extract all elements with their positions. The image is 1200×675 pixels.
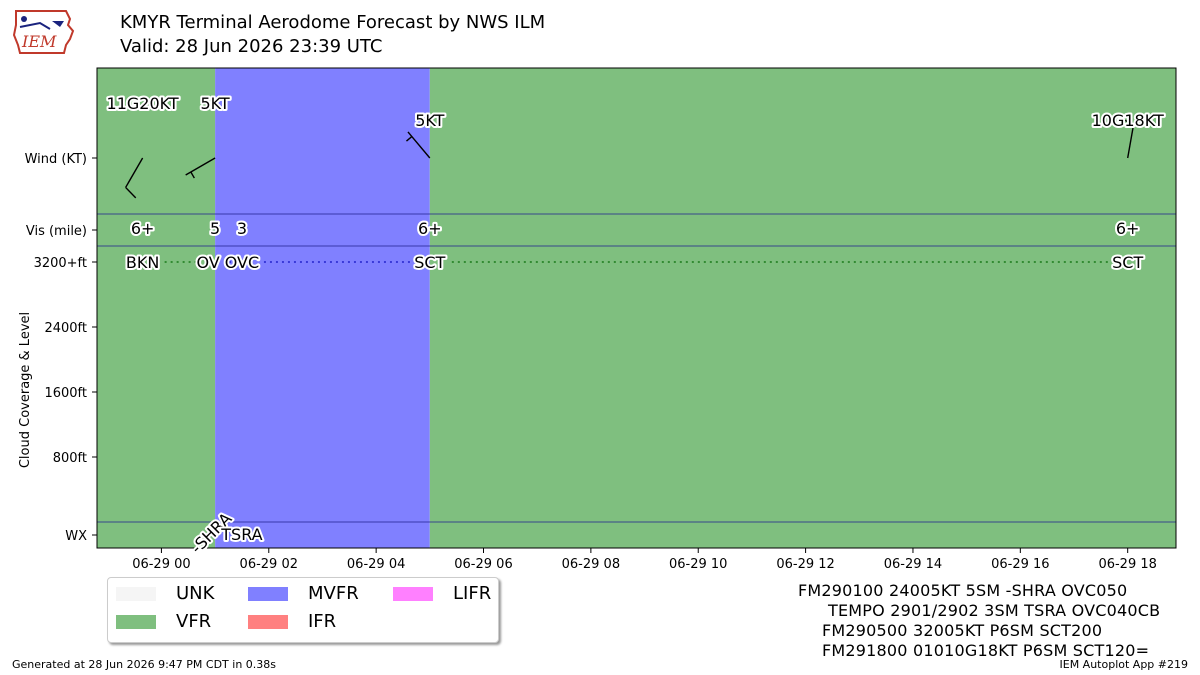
- legend-swatch-vfr: [116, 615, 156, 629]
- x-tick-label-4: 06-29 08: [562, 557, 620, 572]
- wind-barb-feather-0-0: [125, 186, 137, 199]
- wx-label-1: TSRA: [220, 525, 262, 544]
- wind-barb-feather-3-0: [1120, 117, 1134, 126]
- legend-label-unk: UNK: [176, 583, 215, 604]
- x-tick-label-2: 06-29 04: [347, 557, 405, 572]
- footer-app: IEM Autoplot App #219: [1059, 658, 1189, 671]
- y-tick-label-0: Wind (KT): [25, 152, 87, 167]
- category-band-vfr-2: [429, 68, 1176, 548]
- y-tick-label-1: Vis (mile): [26, 224, 87, 239]
- y-tick-label-3: 1600ft: [44, 386, 87, 401]
- cloud-label-1: OV: [196, 253, 219, 272]
- wind-label-2: 5KT: [415, 111, 444, 130]
- wind-barb-half-1: [190, 171, 195, 179]
- legend-swatch-ifr: [248, 615, 288, 629]
- x-tick-label-0: 06-29 00: [132, 557, 190, 572]
- wind-label-0-halo: 11G20KT: [107, 94, 179, 113]
- legend-swatch-unk: [116, 587, 156, 601]
- wind-barb-staff-1: [185, 157, 216, 176]
- taf-line-2: TEMPO 2901/2902 3SM TSRA OVC040CB: [828, 601, 1161, 620]
- x-tick-label-6: 06-29 12: [776, 557, 834, 572]
- taf-line-1: FM290100 24005KT 5SM -SHRA OVC050: [798, 581, 1128, 600]
- logo-text: IEM: [21, 32, 57, 51]
- wind-label-2-halo: 5KT: [415, 111, 444, 130]
- footer-generated: Generated at 28 Jun 2026 9:47 PM CDT in …: [12, 658, 277, 671]
- wind-label-1: 5KT: [200, 94, 229, 113]
- vis-label-4-halo: 6+: [1116, 219, 1140, 238]
- cloud-label-2-halo: OVC: [225, 253, 259, 272]
- vis-label-1-halo: 5: [210, 219, 220, 238]
- cloud-label-0-halo: BKN: [126, 253, 159, 272]
- category-band-mvfr-1: [215, 68, 430, 548]
- vis-label-1: 5: [210, 219, 220, 238]
- wind-barb-staff-3: [1126, 124, 1135, 159]
- y-tick-label-6: WX: [65, 529, 87, 544]
- wind-label-3-halo: 10G18KT: [1092, 111, 1164, 130]
- category-band-vfr-0: [97, 68, 216, 548]
- vis-label-3: 6+: [418, 219, 442, 238]
- wind-label-0: 11G20KT: [107, 94, 179, 113]
- cloud-label-2: OVC: [225, 253, 259, 272]
- vis-label-0-halo: 6+: [131, 219, 155, 238]
- legend-label-vfr: VFR: [176, 611, 212, 632]
- cloud-label-3-halo: SCT: [414, 253, 445, 272]
- wind-label-1-halo: 5KT: [200, 94, 229, 113]
- cloud-label-1-halo: OV: [196, 253, 219, 272]
- legend-label-ifr: IFR: [308, 611, 337, 632]
- y-axis-title: Cloud Coverage & Level: [18, 312, 33, 468]
- legend-swatch-lifr: [393, 587, 433, 601]
- iem-logo: IEM: [10, 5, 78, 57]
- x-tick-label-8: 06-29 16: [991, 557, 1049, 572]
- x-tick-label-3: 06-29 06: [454, 557, 512, 572]
- legend: UNK VFR MVFR IFR LIFR: [107, 577, 499, 643]
- y-tick-label-2: 800ft: [53, 451, 87, 466]
- x-tick-label-5: 06-29 10: [669, 557, 727, 572]
- plot-frame: [96, 67, 1177, 549]
- x-tick-label-1: 06-29 02: [240, 557, 298, 572]
- vis-label-2-halo: 3: [237, 219, 247, 238]
- wind-barb-half-2: [406, 136, 413, 142]
- cloud-label-3: SCT: [414, 253, 445, 272]
- x-tick-label-9: 06-29 18: [1098, 557, 1156, 572]
- legend-label-lifr: LIFR: [453, 583, 492, 604]
- wx-label-1-halo: TSRA: [220, 525, 262, 544]
- vis-label-0: 6+: [131, 219, 155, 238]
- vis-label-3-halo: 6+: [418, 219, 442, 238]
- page-title: KMYR Terminal Aerodome Forecast by NWS I…: [120, 12, 546, 33]
- legend-label-mvfr: MVFR: [308, 583, 359, 604]
- y-tick-label-5: 3200+ft: [34, 256, 87, 271]
- vis-label-2: 3: [237, 219, 247, 238]
- valid-time: Valid: 28 Jun 2026 23:39 UTC: [120, 36, 383, 57]
- cloud-label-4-halo: SCT: [1112, 253, 1143, 272]
- x-tick-label-7: 06-29 14: [884, 557, 942, 572]
- cloud-label-0: BKN: [126, 253, 159, 272]
- cloud-label-4: SCT: [1112, 253, 1143, 272]
- y-tick-label-4: 2400ft: [44, 321, 87, 336]
- wind-barb-staff-0: [125, 157, 144, 188]
- vis-label-4: 6+: [1116, 219, 1140, 238]
- taf-line-3: FM290500 32005KT P6SM SCT200: [822, 621, 1103, 640]
- wind-label-3: 10G18KT: [1092, 111, 1164, 130]
- taf-line-4: FM291800 01010G18KT P6SM SCT120=: [822, 641, 1150, 660]
- legend-swatch-mvfr: [248, 587, 288, 601]
